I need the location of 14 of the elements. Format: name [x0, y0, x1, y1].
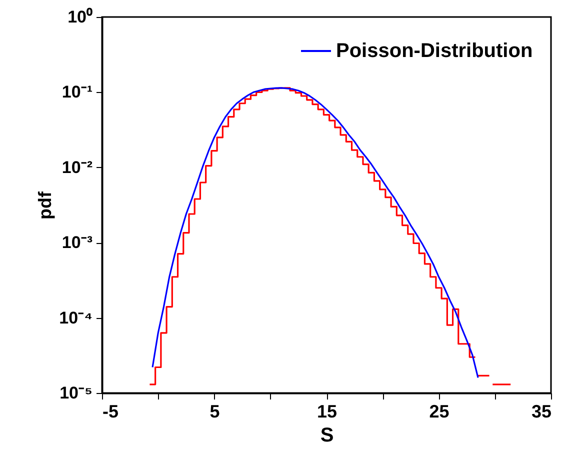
x-tick-label: 15: [316, 402, 338, 422]
x-tick-label: 25: [429, 402, 450, 422]
x-tick-label: 5: [210, 402, 220, 422]
y-tick-label: 10⁻⁵: [60, 384, 92, 402]
y-tick-label: 10⁻²: [62, 158, 93, 177]
y-tick-label: 10⁻⁴: [59, 308, 92, 328]
legend-label: Poisson-Distribution: [336, 40, 533, 62]
y-tick-label: 10⁻¹: [62, 82, 93, 102]
y-axis-title: pdf: [35, 190, 56, 220]
y-tick-label: 10⁻³: [62, 233, 93, 252]
x-tick-label: 35: [531, 402, 552, 422]
x-axis-title: S: [320, 424, 334, 446]
x-tick-label: -5: [102, 402, 119, 422]
y-tick-label: 10⁰: [68, 8, 92, 26]
